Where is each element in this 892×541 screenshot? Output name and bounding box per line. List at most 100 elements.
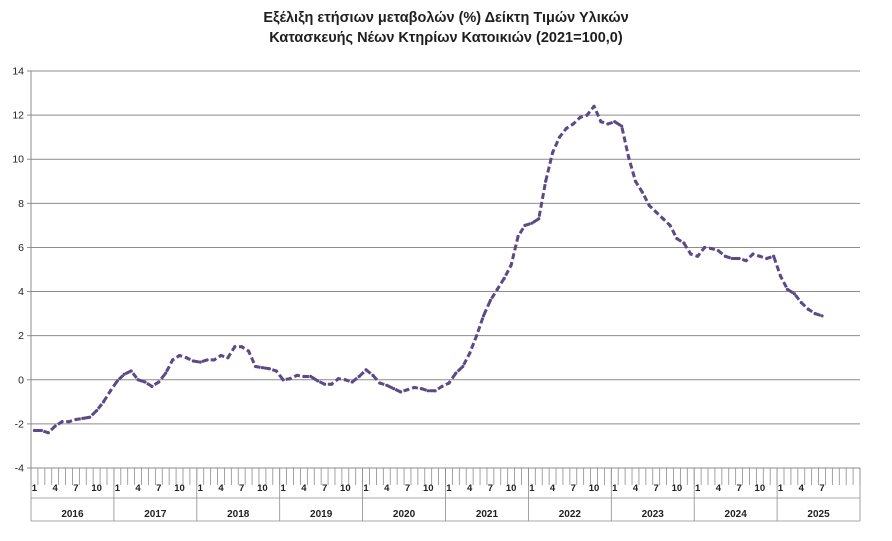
month-tick-label: 10: [672, 483, 683, 494]
axes: [27, 70, 861, 522]
data-point: [253, 364, 258, 369]
data-point: [357, 374, 361, 379]
data-point: [447, 381, 451, 385]
data-point: [129, 369, 133, 373]
data-point: [592, 104, 596, 108]
data-point: [813, 312, 817, 316]
data-point: [544, 179, 548, 183]
chart-title-line-2: Κατασκευής Νέων Κτηρίων Κατοικιών (2021=…: [269, 30, 623, 46]
month-tick-label: 1: [446, 483, 452, 494]
month-tick-label: 1: [115, 483, 121, 494]
data-point: [668, 223, 672, 227]
data-point: [343, 378, 347, 382]
month-tick-label: 7: [73, 483, 78, 494]
chart-title: Εξέλιξη ετήσιων μεταβολών (%) Δείκτη Τιμ…: [0, 8, 892, 48]
y-tick-label: -2: [15, 418, 24, 430]
data-point: [792, 292, 796, 296]
data-point: [329, 382, 334, 386]
data-point: [219, 353, 223, 358]
data-point: [157, 380, 161, 384]
month-tick-label: 4: [550, 483, 556, 494]
data-point: [557, 135, 562, 139]
data-point: [772, 254, 776, 258]
month-tick-label: 10: [755, 483, 766, 494]
month-tick-label: 7: [488, 483, 493, 494]
year-label: 2025: [807, 509, 830, 520]
data-point: [481, 314, 486, 318]
y-tick-label: 12: [12, 110, 24, 122]
data-point: [171, 358, 175, 362]
month-tick-label: 10: [174, 483, 185, 494]
data-point: [281, 378, 285, 382]
data-point: [288, 377, 292, 381]
data-point: [274, 369, 278, 373]
month-tick-label: 7: [736, 483, 741, 494]
month-tick-label: 7: [405, 483, 410, 494]
data-point: [378, 381, 382, 385]
data-point: [523, 223, 527, 227]
month-tick-label: 1: [612, 483, 618, 494]
data-point: [398, 390, 403, 394]
y-axis-tick-labels: -4 -2 0 2 4 6 8 10 12 14: [12, 66, 24, 475]
data-point: [461, 364, 465, 369]
year-label: 2017: [144, 509, 167, 520]
data-point: [108, 389, 113, 393]
x-axis-tick-labels: 1 4 7 10 2016 1 4 7 10 2017 1 4 7 10 2018 1 4 7 10 2019 1 4 7 1…: [32, 483, 830, 520]
data-point: [198, 360, 202, 364]
data-point: [323, 382, 327, 386]
data-point: [426, 389, 430, 393]
data-point: [247, 349, 251, 353]
data-point: [212, 358, 216, 362]
data-point: [46, 431, 50, 435]
data-point: [67, 420, 71, 424]
data-point: [730, 256, 734, 261]
month-tick-label: 10: [340, 483, 351, 494]
data-point: [647, 203, 651, 208]
data-point: [440, 384, 444, 388]
data-point: [564, 126, 568, 130]
data-point: [737, 256, 741, 261]
data-point: [205, 358, 209, 362]
data-point: [233, 345, 237, 349]
data-point: [495, 287, 499, 291]
month-tick-label: 1: [778, 483, 784, 494]
data-point: [820, 314, 824, 318]
data-point: [682, 241, 686, 245]
month-tick-label: 1: [32, 483, 38, 494]
data-point: [433, 389, 437, 393]
data-point: [488, 298, 493, 302]
y-tick-label: -4: [15, 463, 24, 475]
data-point: [81, 416, 85, 420]
data-point: [419, 387, 423, 391]
data-point: [226, 356, 230, 360]
data-point: [95, 409, 99, 413]
data-point: [336, 377, 341, 381]
data-point: [751, 252, 755, 256]
year-label: 2020: [393, 509, 416, 520]
month-tick-label: 4: [135, 483, 141, 494]
data-point: [454, 371, 458, 375]
data-point: [240, 345, 244, 349]
data-point: [516, 234, 520, 239]
month-tick-label: 4: [633, 483, 639, 494]
data-point: [53, 424, 57, 428]
month-tick-label: 10: [506, 483, 517, 494]
month-tick-label: 7: [571, 483, 576, 494]
year-label: 2016: [61, 509, 84, 520]
series-line: [32, 104, 824, 435]
y-tick-label: 2: [18, 330, 24, 342]
data-point: [778, 274, 783, 278]
data-point: [184, 356, 189, 360]
month-tick-label: 10: [257, 483, 268, 494]
year-label: 2022: [559, 509, 582, 520]
data-point: [39, 428, 43, 433]
data-point: [260, 366, 265, 370]
data-point: [74, 417, 78, 422]
year-label: 2023: [642, 509, 665, 520]
data-point: [578, 115, 582, 119]
y-tick-label: 6: [18, 242, 24, 254]
data-point: [613, 120, 617, 124]
data-point: [295, 373, 299, 377]
data-point: [799, 300, 803, 305]
y-tick-label: 8: [18, 198, 24, 210]
